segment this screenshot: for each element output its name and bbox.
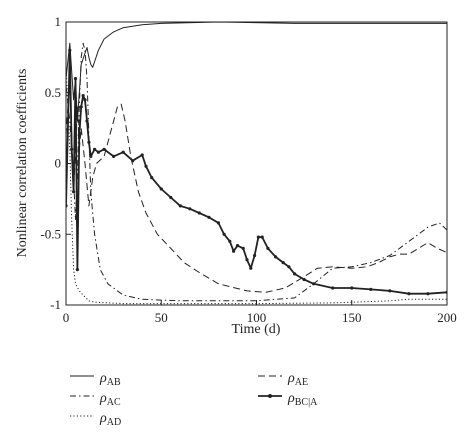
data-point [131,159,135,163]
data-point [96,150,100,154]
y-axis-label: Nonlinear correlation coefficients [15,69,30,258]
y-tick-label: -0.5 [40,226,61,241]
data-point [426,292,430,296]
y-tick-label: 0 [55,156,62,171]
data-point [85,119,89,123]
data-point [274,255,278,259]
y-tick-label: 1 [55,14,62,29]
data-point [216,221,220,225]
data-point [253,253,257,258]
data-point [350,286,354,290]
data-point [79,105,83,109]
y-tick-label: -1 [50,297,61,312]
legend-entry: ρAD [70,411,121,428]
data-point [407,292,411,296]
data-point [70,147,74,151]
data-point [369,287,373,291]
data-point [169,195,173,200]
legend-entry: ρAB [70,371,121,388]
x-tick-label: 200 [437,310,457,325]
data-point [83,98,87,102]
data-point [72,190,76,194]
data-point [293,272,297,276]
data-point [121,150,125,154]
data-point [241,246,245,250]
data-point [150,176,154,180]
data-point [302,277,306,282]
legend-entry: ρBC|A [258,391,318,408]
data-point [188,207,192,211]
data-point [75,268,79,272]
series-line-ab [66,22,447,122]
data-point [256,235,260,239]
data-point [331,286,335,290]
data-point [222,232,226,236]
series-line-ac [66,42,447,302]
series-line-ae [66,78,447,293]
x-tick-label: 0 [63,310,70,325]
legend-entry: ρAC [70,391,121,408]
data-point [232,249,236,253]
data-point [93,147,97,151]
data-point [388,289,392,293]
data-point [144,164,148,168]
data-point [81,94,85,98]
data-point [281,261,285,265]
x-tick-label: 50 [155,310,168,325]
data-point [266,246,270,250]
legend-label: ρBC|A [287,391,318,408]
data-point [159,187,163,191]
data-point [249,266,253,270]
data-point [89,154,93,158]
x-tick-label: 150 [342,310,362,325]
data-point [77,133,81,137]
data-point [102,147,106,151]
data-point [197,211,201,215]
data-point [68,48,72,52]
legend-entry: ρAE [258,371,308,388]
ticks-layer: 0 50 100 150 200 -1 -0.5 0 0.5 1 [40,14,456,325]
data-point [228,239,232,243]
data-point [260,235,264,239]
data-point [87,140,91,144]
data-point [112,154,116,158]
y-tick-label: 0.5 [45,85,61,100]
legend-label: ρAC [99,391,121,408]
data-point [140,153,144,157]
legend-label: ρAB [99,371,121,388]
series-line-ad [66,64,447,305]
data-point [287,265,291,269]
series-layer [66,22,447,305]
x-axis-label: Time (d) [232,322,281,337]
legend: ρAB ρAC ρAD ρAE ρBC|A [70,371,318,428]
data-point [245,258,249,262]
x-tick-label: 100 [247,310,267,325]
plot-frame [65,21,448,306]
legend-marker [268,394,272,398]
data-point [312,282,316,286]
legend-label: ρAD [99,411,121,428]
data-point [73,77,78,81]
data-point [178,204,182,208]
data-point [207,215,211,219]
data-point [235,244,240,248]
legend-label: ρAE [287,371,308,388]
